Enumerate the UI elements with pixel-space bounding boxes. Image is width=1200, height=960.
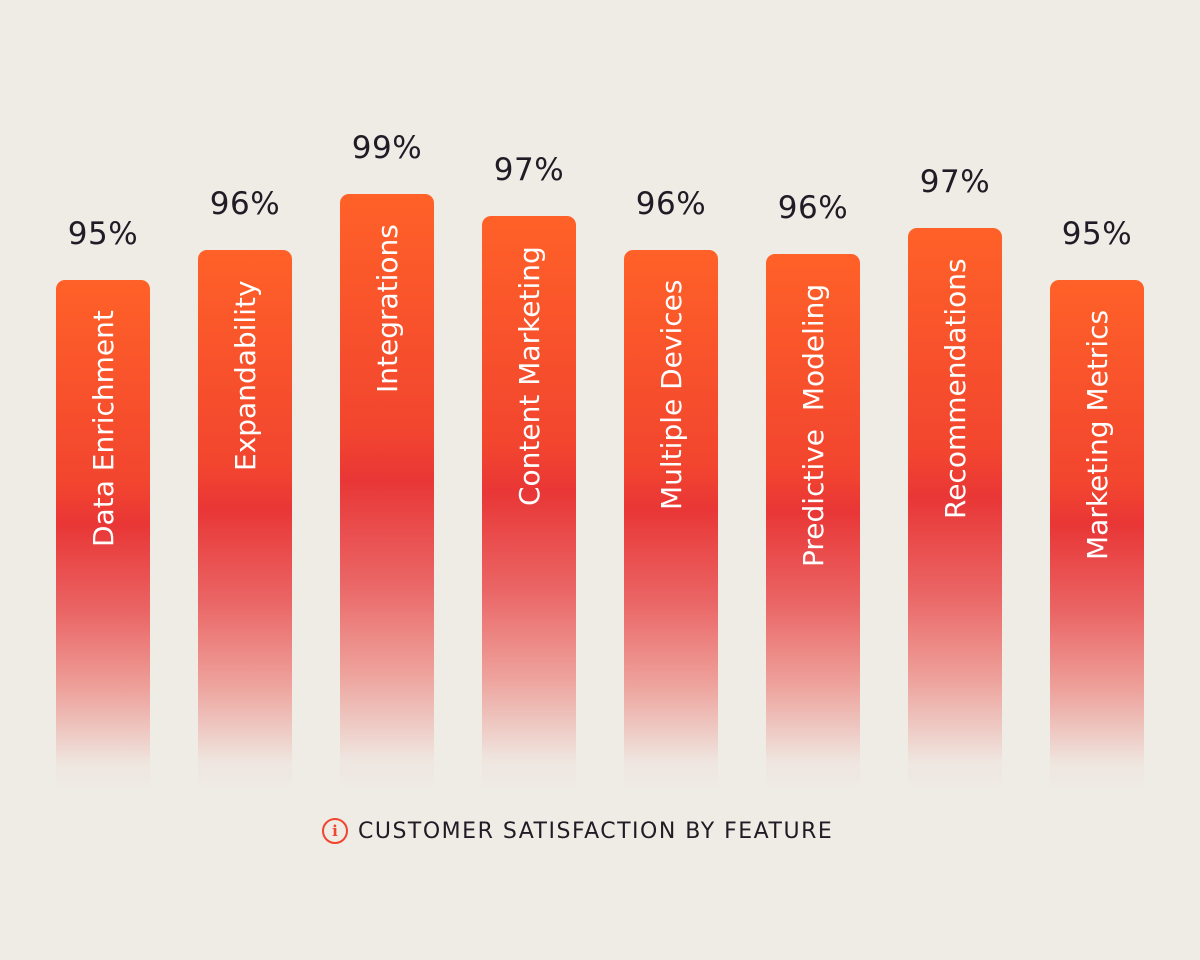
value-label: 96% [209, 186, 281, 222]
value-label: 97% [493, 152, 565, 188]
value-label: 99% [351, 130, 423, 166]
bar [340, 194, 434, 790]
value-label: 97% [919, 164, 991, 200]
bar [624, 250, 718, 790]
value-label: 95% [67, 216, 139, 252]
category-label: Marketing Metrics [1080, 309, 1114, 560]
bar [56, 280, 150, 790]
value-label: 95% [1061, 216, 1133, 252]
bar [482, 216, 576, 790]
category-label: Predictive Modeling [796, 283, 830, 567]
bar [766, 254, 860, 790]
category-label: Data Enrichment [86, 310, 120, 547]
bar [198, 250, 292, 790]
bar [1050, 280, 1144, 790]
chart-caption: i CUSTOMER SATISFACTION BY FEATURE [322, 818, 833, 844]
value-label: 96% [777, 190, 849, 226]
category-label: Multiple Devices [654, 279, 688, 510]
chart-title: CUSTOMER SATISFACTION BY FEATURE [358, 818, 834, 844]
bar [908, 228, 1002, 790]
category-label: Content Marketing [512, 246, 546, 506]
info-icon: i [322, 818, 348, 844]
category-label: Integrations [370, 224, 404, 393]
category-label: Expandability [228, 280, 262, 471]
category-label: Recommendations [938, 258, 972, 519]
value-label: 96% [635, 186, 707, 222]
